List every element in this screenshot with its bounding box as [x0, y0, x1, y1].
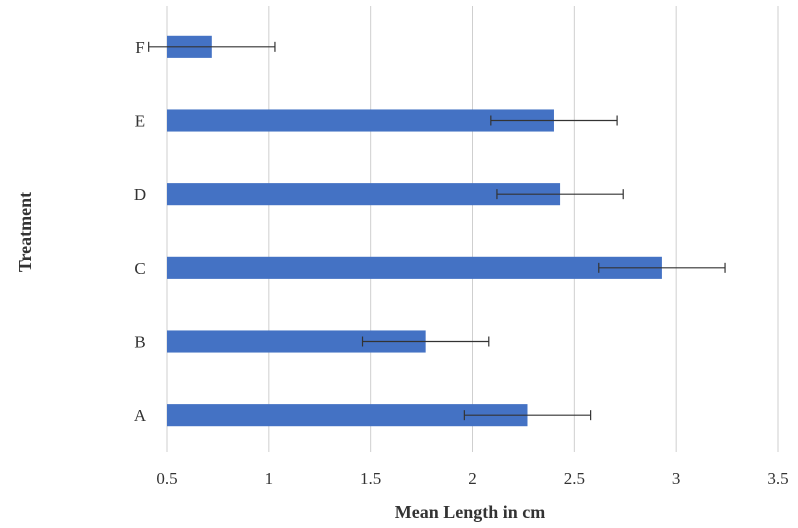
error-bar-C: [598, 262, 726, 273]
y-tick-label: C: [134, 259, 145, 278]
y-tick-label: E: [135, 112, 145, 131]
bar-E: [167, 109, 554, 132]
y-tick-label: D: [134, 185, 146, 204]
error-bar-D: [496, 189, 624, 200]
bar-B: [167, 330, 426, 353]
x-tick-labels: 0.5 1 1.5 2 2.5 3 3.5: [156, 469, 788, 488]
x-tick-label: 2.5: [564, 469, 585, 488]
error-bar-B: [361, 336, 490, 347]
y-tick-label: F: [135, 38, 144, 57]
gridlines: [166, 6, 779, 452]
error-bar-F: [148, 41, 276, 52]
bars: [167, 35, 662, 427]
bar-C: [167, 256, 662, 279]
x-tick-label: 0.5: [156, 469, 177, 488]
y-tick-label: A: [134, 406, 147, 425]
y-tick-labels: A B C D E F: [134, 38, 147, 425]
x-axis-title: Mean Length in cm: [395, 502, 546, 522]
x-tick-label: 1: [265, 469, 274, 488]
bar-D: [167, 183, 561, 206]
x-tick-label: 1.5: [360, 469, 381, 488]
x-tick-label: 2: [468, 469, 477, 488]
bar-A: [167, 404, 528, 427]
error-bar-E: [490, 115, 618, 126]
x-tick-label: 3.5: [767, 469, 788, 488]
error-bar-A: [463, 410, 592, 421]
y-axis-title: Treatment: [15, 192, 35, 272]
y-tick-label: B: [134, 333, 145, 352]
x-tick-label: 3: [672, 469, 681, 488]
error-bars: [148, 41, 726, 421]
